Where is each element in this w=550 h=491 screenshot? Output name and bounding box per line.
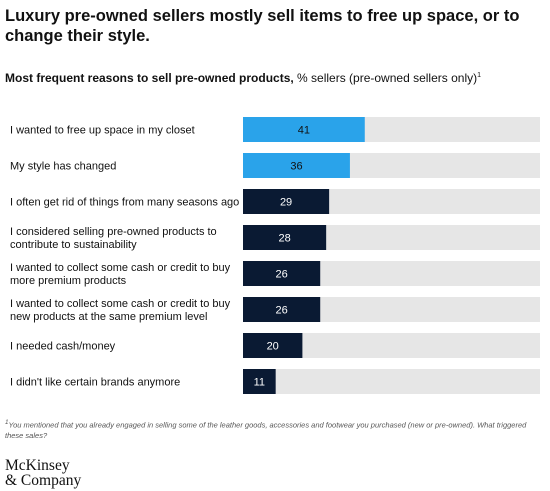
subtitle-strong: Most frequent reasons to sell pre-owned …: [5, 71, 294, 85]
bar-value-label: 28: [278, 233, 290, 245]
bar: [243, 261, 321, 286]
bar-value-label: 20: [267, 341, 279, 353]
bar-value-label: 36: [290, 161, 302, 173]
bar: [243, 297, 321, 322]
category-label-line: My style has changed: [10, 161, 116, 173]
bar-value-label: 11: [254, 377, 265, 389]
footnote-text: You mentioned that you already engaged i…: [5, 420, 527, 440]
chart-subtitle: Most frequent reasons to sell pre-owned …: [5, 68, 545, 86]
category-label: I wanted to free up space in my closet: [10, 125, 195, 137]
category-label-line: I considered selling pre-owned products …: [10, 226, 217, 238]
chart-title: Luxury pre-owned sellers mostly sell ite…: [5, 7, 520, 45]
bar-row: 28 I considered selling pre-owned product…: [10, 225, 540, 251]
mckinsey-logo: McKinsey & Company: [5, 457, 82, 489]
category-label-line: new products at the same premium level: [10, 311, 207, 323]
bar-row: 36 My style has changed: [10, 153, 540, 178]
category-label: I wanted to collect some cash or credit …: [10, 262, 231, 287]
category-label: My style has changed: [10, 161, 116, 173]
bar-track: [243, 369, 540, 394]
category-label-line: I wanted to collect some cash or credit …: [10, 298, 231, 310]
bar: [243, 369, 276, 394]
bar-row: 26 I wanted to collect some cash or credi…: [10, 261, 540, 287]
category-label-line: I didn't like certain brands anymore: [10, 377, 180, 389]
footnote-mark: 1: [5, 419, 9, 426]
bar: [243, 225, 327, 250]
bar: [243, 117, 365, 142]
bar: [243, 189, 330, 214]
logo-line-2: & Company: [5, 472, 82, 489]
category-label-line: more premium products: [10, 275, 127, 287]
bar-row: 20 I needed cash/money: [10, 333, 540, 358]
category-label: I considered selling pre-owned products …: [10, 226, 217, 251]
category-label-line: I wanted to collect some cash or credit …: [10, 262, 231, 274]
footnote: 1You mentioned that you already engaged …: [5, 418, 535, 441]
category-label-line: I often get rid of things from many seas…: [10, 197, 239, 209]
bar: [243, 153, 350, 178]
bar-chart: 41 I wanted to free up space in my closet…: [10, 117, 540, 394]
subtitle-rest: % sellers (pre-owned sellers only): [293, 71, 478, 85]
bar-row: 11 I didn't like certain brands anymore: [10, 369, 540, 394]
category-label: I didn't like certain brands anymore: [10, 377, 180, 389]
bar-row: 26 I wanted to collect some cash or credi…: [10, 297, 540, 323]
bar: [243, 333, 303, 358]
category-label: I wanted to collect some cash or credit …: [10, 298, 231, 323]
bar-row: 29 I often get rid of things from many se…: [10, 189, 540, 214]
subtitle-footnote-mark: 1: [477, 72, 482, 79]
logo-line-1: McKinsey: [5, 457, 70, 474]
bar-value-label: 29: [280, 197, 292, 209]
bar-value-label: 26: [275, 269, 287, 281]
bar-value-label: 41: [298, 125, 310, 137]
bar-value-label: 26: [275, 305, 287, 317]
category-label-line: contribute to sustainability: [10, 239, 137, 251]
category-label: I needed cash/money: [10, 341, 116, 353]
category-label-line: I needed cash/money: [10, 341, 116, 353]
category-label: I often get rid of things from many seas…: [10, 197, 239, 209]
bar-row: 41 I wanted to free up space in my closet: [10, 117, 540, 142]
category-label-line: I wanted to free up space in my closet: [10, 125, 195, 137]
